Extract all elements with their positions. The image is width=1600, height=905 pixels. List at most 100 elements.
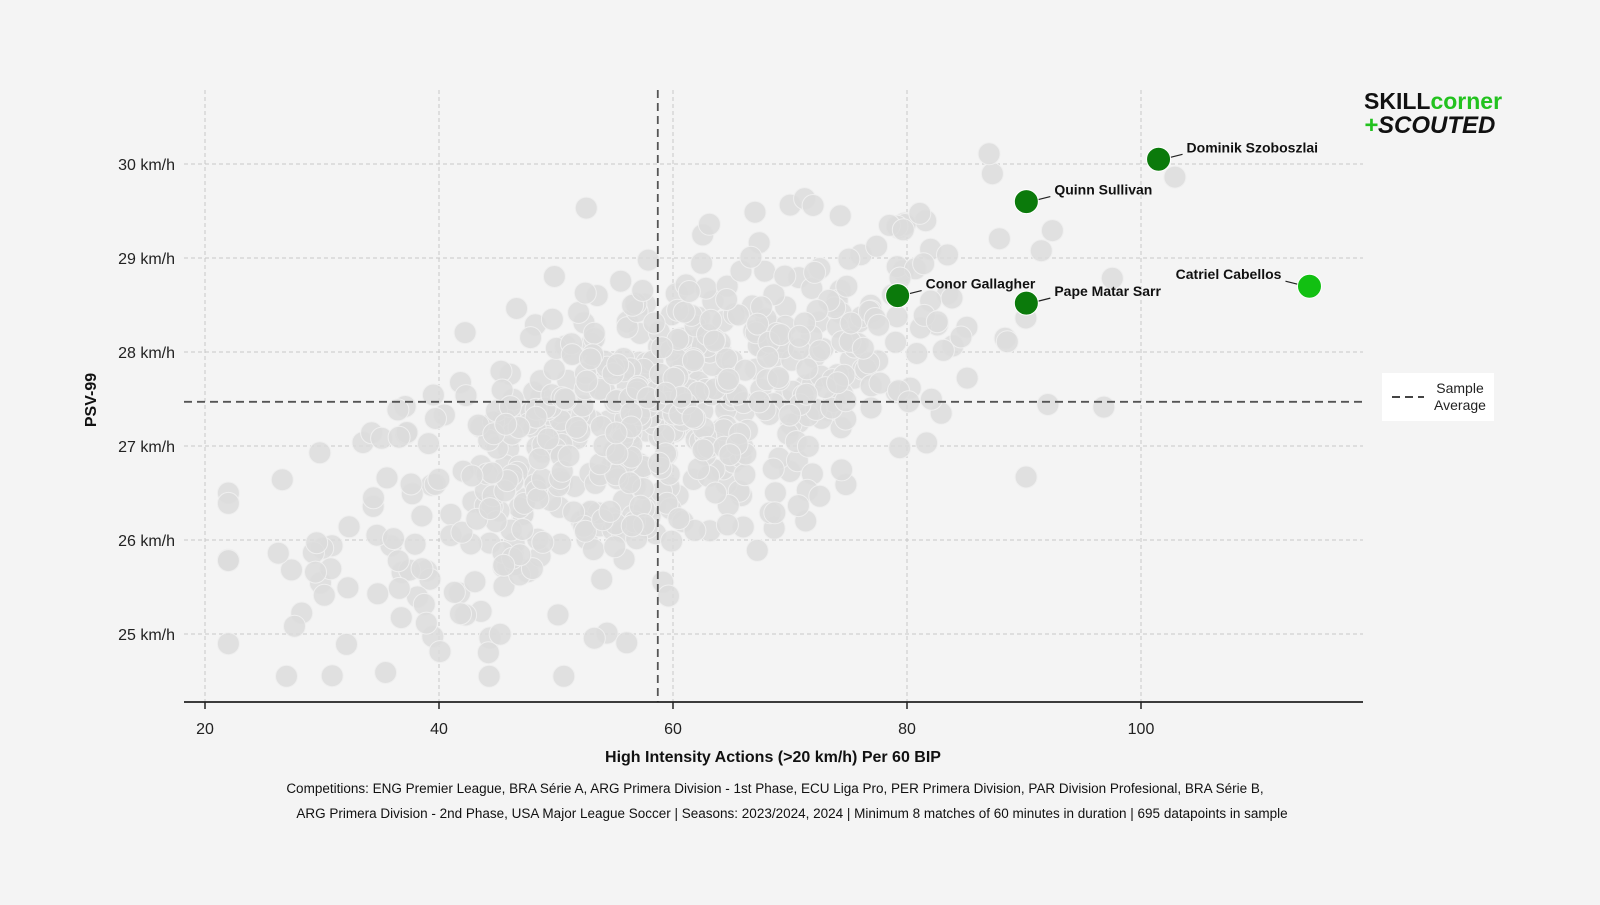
x-tick-label-80: 80	[898, 721, 916, 738]
sample-point	[746, 312, 770, 336]
sample-point	[573, 519, 597, 543]
logo-skill: SKILL	[1364, 88, 1430, 114]
footnote-line-2: ARG Primera Division - 2nd Phase, USA Ma…	[296, 806, 1287, 821]
legend-label-line-1: Sample	[1436, 380, 1484, 396]
player-point-dominik-szoboszlai	[1146, 146, 1172, 172]
player-label-quinn-sullivan: Quinn Sullivan	[1054, 182, 1152, 198]
sample-point	[837, 247, 861, 271]
highlighted-points: Dominik Szoboszlai Quinn Sullivan Conor Ga…	[885, 139, 1322, 316]
sample-point	[704, 481, 728, 505]
sample-point	[216, 491, 240, 515]
sample-point	[767, 366, 790, 389]
y-tick-label-28: 28 km/h	[118, 345, 175, 362]
sample-point	[925, 310, 949, 334]
sample-point	[683, 518, 707, 542]
sample-point	[745, 538, 769, 562]
sample-point	[1029, 239, 1053, 263]
sample-point	[620, 514, 644, 538]
sample-point	[417, 432, 440, 456]
legend-box	[1382, 373, 1494, 421]
sample-point	[552, 664, 576, 688]
sample-point	[460, 464, 484, 488]
sample-point	[681, 349, 705, 373]
sample-point	[266, 541, 290, 565]
sample-point	[511, 518, 535, 541]
sample-point	[715, 513, 739, 537]
player-leader-line-catriel-cabellos	[1285, 280, 1298, 285]
sample-point	[606, 353, 630, 377]
sample-point	[598, 499, 622, 523]
x-tick-label-60: 60	[664, 721, 682, 738]
sample-point	[374, 661, 398, 684]
sample-point	[1163, 165, 1187, 189]
sample-point	[270, 468, 294, 492]
sample-point	[763, 501, 787, 525]
sample-point	[796, 434, 820, 458]
sample-point	[803, 260, 827, 284]
player-point-catriel-cabellos	[1296, 273, 1322, 299]
sample-point	[574, 196, 598, 220]
player-point-conor-gallagher	[885, 283, 911, 309]
sample-point	[386, 398, 410, 422]
sample-point	[280, 558, 303, 582]
sample-point	[677, 280, 701, 303]
sample-point	[403, 532, 427, 556]
x-tick-label-100: 100	[1128, 721, 1155, 738]
sample-point	[414, 611, 438, 635]
sample-point	[919, 387, 943, 411]
y-tick-label-26: 26 km/h	[118, 533, 175, 550]
sample-point	[618, 471, 642, 495]
sample-point	[275, 664, 298, 688]
sample-point	[839, 311, 863, 335]
sample-point	[562, 500, 586, 524]
sample-point	[1040, 219, 1064, 243]
sample-point	[867, 313, 891, 337]
sample-point	[931, 338, 955, 362]
sample-point	[494, 412, 518, 436]
sample-point	[647, 451, 671, 475]
sample-point	[424, 407, 447, 430]
sample-point	[949, 325, 973, 349]
sample-point	[726, 303, 750, 327]
sample-point	[410, 557, 434, 581]
sample-point	[851, 336, 875, 360]
sample-point	[773, 264, 797, 288]
sample-point	[488, 622, 512, 646]
sample-point	[642, 311, 666, 335]
player-point-quinn-sullivan	[1013, 189, 1039, 215]
sample-point	[312, 583, 336, 607]
sample-point	[786, 494, 810, 518]
sample-point	[386, 549, 410, 573]
sample-point	[387, 576, 411, 600]
sample-point	[761, 457, 785, 481]
sample-point	[567, 301, 591, 324]
sample-point	[542, 265, 566, 288]
sample-point	[699, 308, 723, 332]
sample-point	[399, 472, 423, 496]
sample-point	[940, 286, 964, 310]
sample-point	[427, 467, 451, 491]
sample-point	[977, 142, 1001, 166]
player-label-conor-gallagher: Conor Gallagher	[926, 276, 1036, 292]
sample-point	[859, 396, 883, 420]
sample-point	[575, 369, 599, 393]
sample-point	[216, 632, 240, 656]
sample-point	[697, 212, 721, 236]
sample-point	[654, 381, 678, 405]
sample-point	[480, 461, 504, 485]
sample-point	[605, 442, 629, 466]
sample-point	[505, 297, 529, 320]
sample-point	[519, 326, 543, 350]
sample-point	[450, 520, 474, 544]
logo-line-1: SKILLcorner	[1364, 88, 1502, 114]
sample-point	[690, 251, 714, 275]
sample-point	[987, 227, 1011, 251]
sample-point	[283, 614, 306, 638]
sample-point	[756, 345, 780, 369]
sample-point	[795, 382, 818, 406]
sample-point	[387, 425, 411, 449]
sample-point	[660, 529, 684, 553]
sample-point	[936, 243, 959, 267]
sample-point	[463, 570, 487, 594]
